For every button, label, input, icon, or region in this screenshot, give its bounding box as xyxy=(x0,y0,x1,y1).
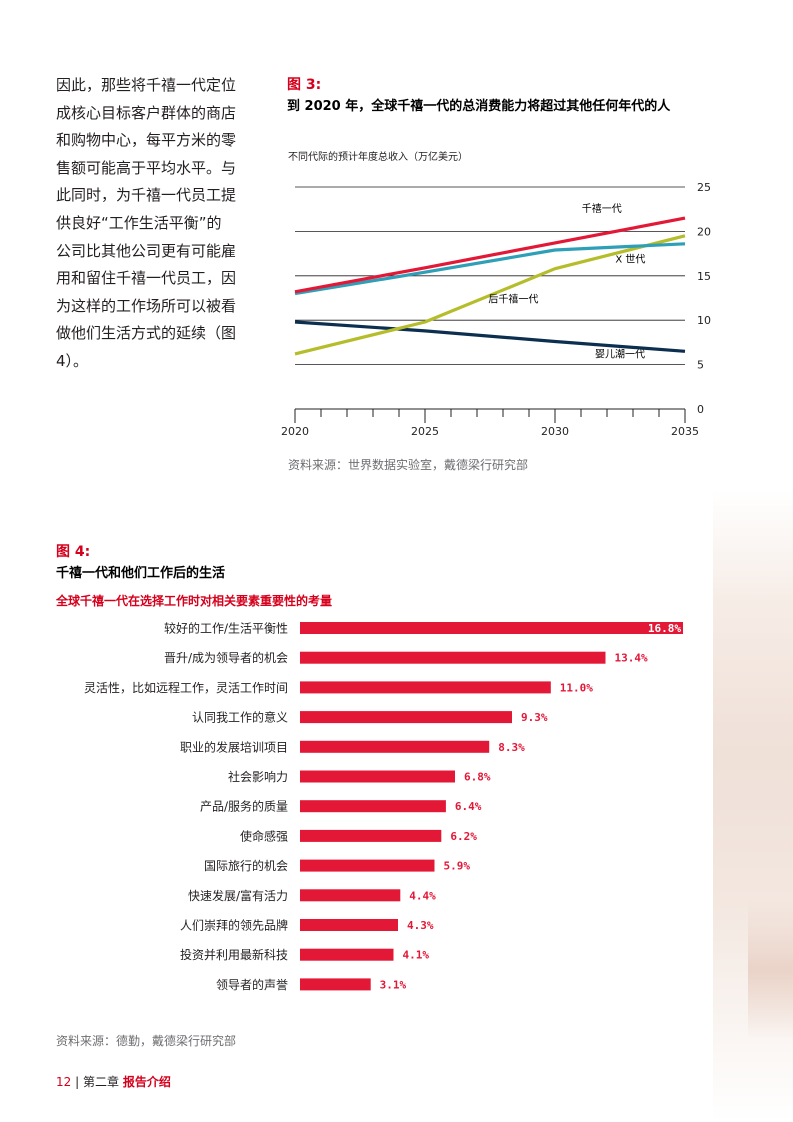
bar-category-label: 投资并利用最新科技 xyxy=(180,947,288,962)
series-label: X 世代 xyxy=(615,253,645,265)
figure-4-source: 资料来源：德勤，戴德梁行研究部 xyxy=(56,1034,237,1048)
figure-4-title: 千禧一代和他们工作后的生活 xyxy=(56,566,226,581)
series-line xyxy=(294,216,686,294)
figure-4-label: 图 4: xyxy=(56,544,91,560)
bar-value-label: 4.1% xyxy=(402,949,429,962)
figure-3-source: 资料来源：世界数据实验室，戴德梁行研究部 xyxy=(288,458,529,472)
y-tick-label: 25 xyxy=(697,181,711,194)
bar-value-label: 16.8% xyxy=(648,622,681,635)
bar-category-label: 使命感强 xyxy=(240,828,288,843)
bar xyxy=(300,978,371,991)
x-tick-label: 2025 xyxy=(411,425,439,438)
bar xyxy=(300,622,683,634)
y-tick-label: 0 xyxy=(697,403,704,416)
bar-category-label: 领导者的声誉 xyxy=(216,977,288,992)
footer-separator: | xyxy=(75,1075,80,1089)
figure-3-y-axis-label: 不同代际的预计年度总收入（万亿美元） xyxy=(288,152,468,163)
bar xyxy=(300,740,490,753)
series-label: 千禧一代 xyxy=(582,202,622,215)
body-line: 和购物中心，每平方米的零 xyxy=(56,131,237,150)
y-tick-label: 15 xyxy=(697,270,711,283)
bar-chart: 较好的工作/生活平衡性 16.8% 晋升/成为领导者的机会 13.4% 灵活性，比如远程… xyxy=(84,621,683,992)
body-line: 成核心目标客户群体的商店 xyxy=(56,103,237,122)
figure-3-label: 图 3: xyxy=(287,77,322,93)
y-tick-label: 5 xyxy=(697,359,704,372)
body-line: 因此，那些将千禧一代定位 xyxy=(56,76,237,94)
bar-category-label: 国际旅行的机会 xyxy=(204,858,288,873)
bar xyxy=(300,948,394,961)
decorative-photo-accent xyxy=(748,900,793,1040)
bar xyxy=(300,919,398,931)
bar-category-label: 职业的发展培训项目 xyxy=(180,739,288,754)
y-tick-label: 20 xyxy=(697,225,711,238)
bar-value-label: 11.0% xyxy=(560,681,593,694)
bar xyxy=(300,681,551,694)
bar-value-label: 5.9% xyxy=(444,860,471,873)
figure-4-subtitle: 全球千禧一代在选择工作时对相关要素重要性的考量 xyxy=(56,594,333,608)
series-line xyxy=(294,242,686,296)
section-label: 报告介绍 xyxy=(122,1075,171,1089)
bar-category-label: 晋升/成为领导者的机会 xyxy=(164,650,288,665)
x-tick-label: 2030 xyxy=(541,425,569,438)
body-line: 做他们生活方式的延续（图 xyxy=(56,324,237,343)
bar-category-label: 灵活性，比如远程工作，灵活工作时间 xyxy=(84,680,288,695)
bar-category-label: 认同我工作的意义 xyxy=(192,710,288,725)
page-number: 12 xyxy=(56,1075,72,1089)
bar xyxy=(300,859,435,872)
bar-value-label: 6.4% xyxy=(455,800,482,813)
figure-3-title: 到 2020 年，全球千禧一代的总消费能力将超过其他任何年代的人 xyxy=(287,99,671,114)
bar-value-label: 3.1% xyxy=(380,978,407,991)
bar xyxy=(300,711,512,724)
series-line xyxy=(294,234,686,356)
bar xyxy=(300,829,442,842)
bar xyxy=(300,651,606,664)
body-line: 4）。 xyxy=(56,351,89,370)
bar xyxy=(300,800,446,813)
body-line: 供良好“工作生活平衡”的 xyxy=(56,213,222,232)
bar-category-label: 快速发展/富有活力 xyxy=(188,888,288,903)
bar-value-label: 4.4% xyxy=(409,889,436,902)
x-tick-label: 2035 xyxy=(671,425,699,438)
y-tick-label: 10 xyxy=(697,314,711,327)
bar xyxy=(300,889,401,902)
page-footer: 12 | 第二章 报告介绍 xyxy=(56,1073,171,1090)
bar-value-label: 6.8% xyxy=(464,771,491,784)
body-paragraph: 因此，那些将千禧一代定位 成核心目标客户群体的商店 和购物中心，每平方米的零 售… xyxy=(56,72,256,376)
bar-value-label: 8.3% xyxy=(498,741,525,754)
body-line: 用和留住千禧一代员工，因 xyxy=(56,269,237,288)
bar-category-label: 社会影响力 xyxy=(228,769,288,784)
chapter-label: 第二章 xyxy=(82,1075,119,1089)
bar-value-label: 13.4% xyxy=(614,652,647,665)
bar-category-label: 产品/服务的质量 xyxy=(200,799,288,814)
body-line: 为这样的工作场所可以被看 xyxy=(56,296,237,315)
series-label: 婴儿潮一代 xyxy=(595,347,645,360)
bar-category-label: 较好的工作/生活平衡性 xyxy=(164,621,288,636)
bar-category-label: 人们崇拜的领先品牌 xyxy=(180,918,288,933)
bar-value-label: 4.3% xyxy=(407,919,434,932)
body-line: 公司比其他公司更有可能雇 xyxy=(56,241,237,260)
series-label: 后千禧一代 xyxy=(488,292,538,305)
series-line xyxy=(294,320,686,353)
bar-value-label: 9.3% xyxy=(521,711,548,724)
bar-value-label: 6.2% xyxy=(450,830,477,843)
body-line: 此同时，为千禧一代员工提 xyxy=(56,186,237,205)
x-tick-label: 2020 xyxy=(281,425,309,438)
bar xyxy=(300,770,455,783)
body-line: 售额可能高于平均水平。与 xyxy=(56,158,237,177)
